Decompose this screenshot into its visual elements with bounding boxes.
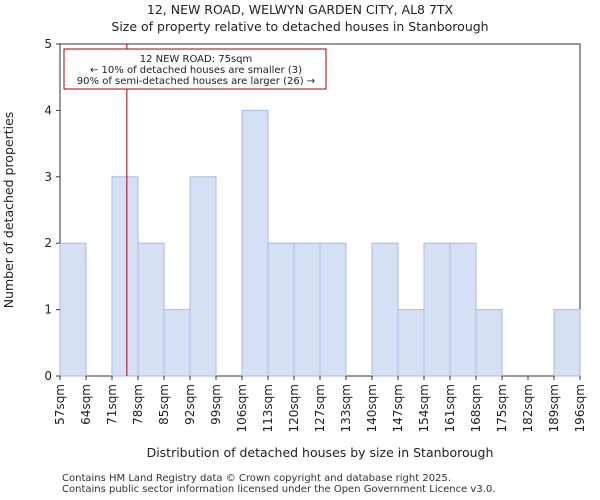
x-tick-label: 120sqm [287, 384, 301, 432]
y-ticks-group: 0 1 2 3 4 5 [44, 37, 60, 383]
x-tick-label: 113sqm [261, 384, 275, 432]
footer-line-1: Contains HM Land Registry data © Crown c… [62, 473, 451, 484]
x-tick-label: 161sqm [443, 384, 457, 432]
chart-title: 12, NEW ROAD, WELWYN GARDEN CITY, AL8 7T… [147, 2, 454, 17]
bar-106sqm [241, 109, 269, 377]
bar-154sqm [423, 242, 451, 377]
bars-group [59, 109, 581, 377]
y-tick-label: 3 [44, 170, 52, 184]
x-tick-label: 168sqm [469, 384, 483, 432]
x-tick-label: 127sqm [313, 384, 327, 432]
bar-127sqm [319, 242, 347, 377]
x-tick-label: 64sqm [79, 384, 93, 425]
bar-92sqm [189, 176, 217, 377]
bar-57sqm [59, 242, 87, 377]
x-tick-label: 196sqm [573, 384, 587, 432]
x-tick-label: 140sqm [365, 384, 379, 432]
x-tick-label: 99sqm [209, 384, 223, 425]
y-tick-label: 0 [44, 369, 52, 383]
x-tick-label: 182sqm [521, 384, 535, 432]
bar-140sqm [371, 242, 399, 377]
x-tick-label: 85sqm [157, 384, 171, 425]
annotation-line-1: 12 NEW ROAD: 75sqm [140, 54, 253, 65]
footer-line-2: Contains public sector information licen… [62, 484, 496, 495]
y-tick-label: 5 [44, 37, 52, 51]
x-tick-label: 78sqm [131, 384, 145, 425]
bar-78sqm [137, 242, 165, 377]
x-tick-label: 175sqm [495, 384, 509, 432]
bar-161sqm [449, 242, 477, 377]
x-tick-label: 189sqm [547, 384, 561, 432]
bar-147sqm [397, 309, 425, 377]
bar-120sqm [293, 242, 321, 377]
x-tick-label: 92sqm [183, 384, 197, 425]
bar-168sqm [475, 309, 503, 377]
x-tick-label: 71sqm [105, 384, 119, 425]
x-tick-label: 147sqm [391, 384, 405, 432]
y-tick-label: 1 [44, 303, 52, 317]
bar-189sqm [553, 309, 581, 377]
x-tick-label: 154sqm [417, 384, 431, 432]
x-ticks-group: 57sqm 64sqm 71sqm 78sqm 85sqm 92sqm 99sqm 106sq… [53, 376, 587, 432]
x-axis-label: Distribution of detached houses by size … [147, 445, 494, 460]
x-tick-label: 133sqm [339, 384, 353, 432]
annotation-line-3: 90% of semi-detached houses are larger (… [77, 76, 315, 87]
annotation-line-2: ← 10% of detached houses are smaller (3) [90, 65, 302, 76]
x-tick-label: 57sqm [53, 384, 67, 425]
chart-subtitle: Size of property relative to detached ho… [111, 19, 488, 34]
y-axis-label: Number of detached properties [1, 112, 16, 309]
annotation-box [63, 48, 327, 90]
bar-71sqm [111, 176, 139, 377]
y-tick-label: 4 [44, 103, 52, 117]
bar-85sqm [163, 309, 191, 377]
bar-113sqm [267, 242, 295, 377]
y-tick-label: 2 [44, 236, 52, 250]
x-tick-label: 106sqm [235, 384, 249, 432]
